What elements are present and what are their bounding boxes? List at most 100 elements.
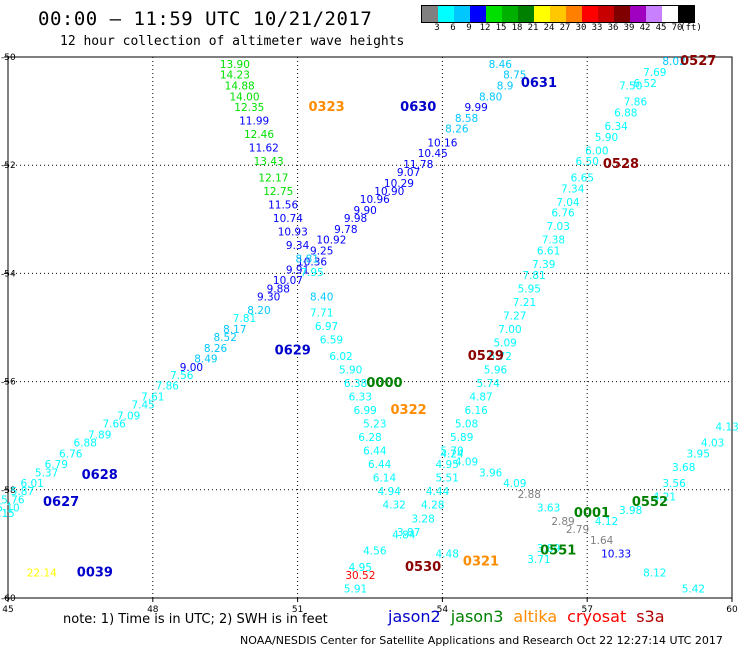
wave-height-obs: 11.99 <box>239 116 269 128</box>
wave-height-obs: 4.28 <box>421 500 444 512</box>
wave-height-obs: 7.69 <box>643 67 666 79</box>
wave-height-obs: 3.56 <box>662 478 686 490</box>
legend-swatch <box>518 6 534 22</box>
pass-time-label: 0627 <box>43 495 79 510</box>
wave-height-obs: 5.96 <box>484 364 508 376</box>
legend-label: 42 <box>639 23 651 33</box>
legend-swatch <box>582 6 598 22</box>
legend-label: 15 <box>495 23 507 33</box>
wave-height-obs: 8.58 <box>455 113 478 125</box>
legend-label: 39 <box>623 23 635 33</box>
legend-swatch <box>646 6 662 22</box>
wave-height-obs: 4.56 <box>363 546 387 558</box>
wave-height-obs: 5.42 <box>682 584 705 596</box>
legend-label: 70 <box>671 23 683 33</box>
map-frame <box>7 56 733 599</box>
wave-height-obs: 12.46 <box>244 129 274 141</box>
wave-height-obs: 6.44 <box>368 459 392 471</box>
legend-unit: (ft) <box>680 23 702 33</box>
wave-height-obs: 9.88 <box>267 283 290 295</box>
pass-time-label: 0551 <box>540 544 576 559</box>
wave-height-obs: 8.26 <box>445 124 469 136</box>
wave-height-obs: 8.81 <box>296 254 319 266</box>
wave-height-obs: 7.66 <box>102 419 126 431</box>
legend-swatch <box>630 6 646 22</box>
wave-height-obs: 2.89 <box>551 516 574 528</box>
wave-height-obs: 8.75 <box>503 70 526 82</box>
wave-height-obs: 4.95 <box>436 459 459 471</box>
x-tick-label: 54 <box>437 605 449 615</box>
wave-height-obs: 6.79 <box>45 459 68 471</box>
observations-layer: 8.027.696.527.507.866.886.345.906.006.50… <box>0 56 739 595</box>
wave-height-obs: 3.96 <box>479 467 503 479</box>
wave-height-obs: 4.84 <box>392 529 416 541</box>
y-tick-label: -56 <box>1 378 16 388</box>
wave-height-obs: 3.89 <box>537 543 560 555</box>
wave-height-obs: 7.81 <box>233 313 256 325</box>
wave-height-obs: 6.76 <box>551 208 575 220</box>
wave-height-obs: 6.16 <box>464 405 488 417</box>
wave-height-obs: 7.50 <box>619 80 642 92</box>
wave-height-obs: 7.03 <box>547 221 570 233</box>
wave-height-obs: 7.61 <box>141 392 164 404</box>
wave-height-obs: 7.45 <box>131 400 154 412</box>
wave-height-obs: 5.90 <box>595 132 618 144</box>
wave-height-obs: 10.36 <box>297 256 327 268</box>
wave-height-obs: 4.94 <box>378 486 402 498</box>
pass-time-label: 0323 <box>308 100 344 115</box>
legend-label: 3 <box>434 23 440 33</box>
wave-height-obs: 6.61 <box>537 245 560 257</box>
wave-height-obs: 8.49 <box>194 354 217 366</box>
wave-height-obs: 5.51 <box>436 473 459 485</box>
wave-height-obs: 8.9 <box>497 80 514 92</box>
wave-height-obs: 7.21 <box>513 297 536 309</box>
legend-swatch <box>486 6 502 22</box>
wave-height-obs: 8.80 <box>479 91 502 103</box>
wave-height-obs: 6.01 <box>20 478 43 490</box>
wave-height-obs: 6.02 <box>329 351 352 363</box>
wave-height-obs: 5.08 <box>455 419 478 431</box>
wave-height-obs: 9.34 <box>286 240 310 252</box>
wave-height-obs: 12.75 <box>263 186 293 198</box>
wave-height-obs: 6.76 <box>59 448 83 460</box>
wave-height-obs: 9.25 <box>310 245 333 257</box>
wave-height-obs: 13.43 <box>254 156 284 168</box>
wave-height-obs: 8.52 <box>214 332 237 344</box>
wave-height-obs: 3.63 <box>537 502 560 514</box>
legend-label: 6 <box>450 23 456 33</box>
legend-label: 12 <box>479 23 491 33</box>
wave-height-obs: 7.09 <box>117 410 140 422</box>
wave-height-obs: 9.90 <box>353 205 376 217</box>
y-tick-label: -54 <box>1 269 16 279</box>
wave-height-obs: 13.90 <box>220 59 250 71</box>
wave-height-obs: 4.12 <box>595 516 618 528</box>
legend-swatch <box>454 6 470 22</box>
wave-height-obs: 10.96 <box>360 194 390 206</box>
wave-height-obs: 7.38 <box>542 235 565 247</box>
pass-time-label: 0530 <box>405 560 441 575</box>
wave-height-obs: 5.15 <box>0 508 15 520</box>
wave-height-obs: 4.09 <box>503 478 526 490</box>
pass-time-label: 0529 <box>468 349 504 364</box>
wave-height-obs: 5.72 <box>489 351 512 363</box>
wave-height-obs: 3.95 <box>687 448 710 460</box>
wave-height-obs: 5.87 <box>11 486 34 498</box>
wave-height-obs: 5.90 <box>339 364 362 376</box>
wave-height-obs: 8.46 <box>489 59 513 71</box>
wave-height-obs: 8.26 <box>204 343 228 355</box>
wave-height-obs: 6.59 <box>320 335 343 347</box>
pass-time-label: 0001 <box>574 506 610 521</box>
wave-height-obs: 7.86 <box>156 381 180 393</box>
x-tick-label: 51 <box>292 605 303 615</box>
wave-height-obs: 4.95 <box>349 562 372 574</box>
legend-swatch <box>502 6 518 22</box>
wave-height-obs: 5.70 <box>440 446 463 458</box>
wave-height-obs: 3.87 <box>397 527 420 539</box>
satellite-legend-item: altika <box>513 607 558 626</box>
wave-height-obs: 6.99 <box>353 405 376 417</box>
wave-height-obs: 7.95 <box>300 267 323 279</box>
legend-label: 36 <box>607 23 619 33</box>
wave-height-obs: 12.17 <box>258 172 288 184</box>
wave-height-obs: 3.71 <box>527 554 550 566</box>
